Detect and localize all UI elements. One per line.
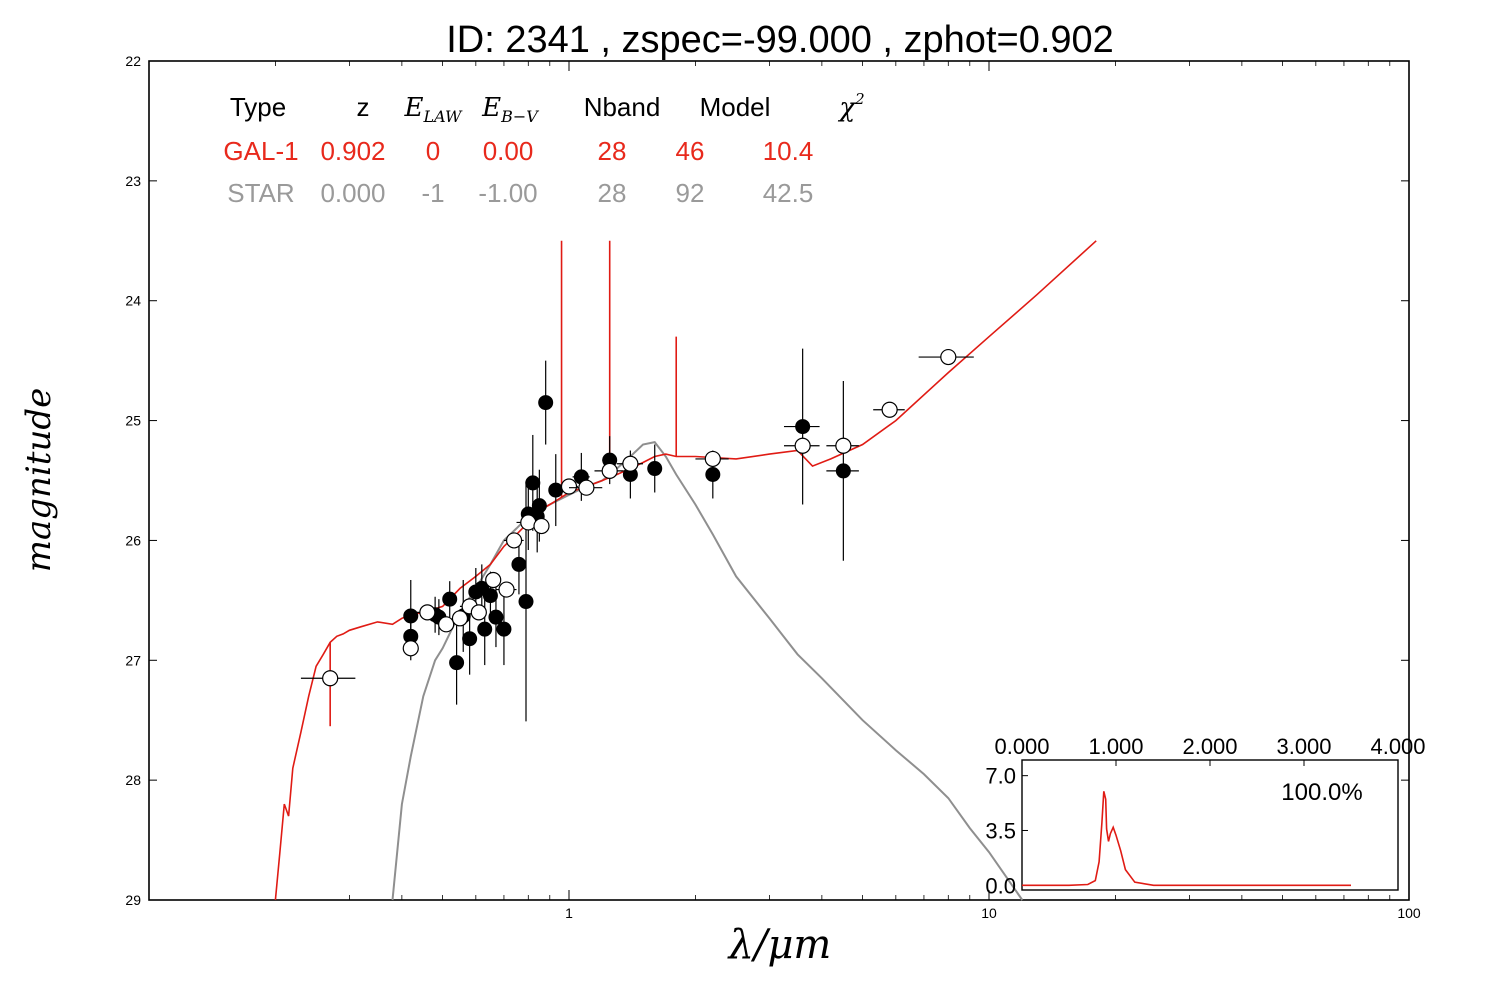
model-point — [470, 604, 487, 621]
table-cell: 42.5 — [763, 178, 814, 208]
model-point — [451, 610, 469, 627]
y-tick-label: 26 — [125, 532, 141, 548]
inset-x-tick-label: 4.000 — [1370, 734, 1425, 759]
observed-point — [538, 395, 554, 411]
table-cell: 28 — [598, 136, 627, 166]
model-point — [520, 514, 537, 531]
model-point — [601, 462, 618, 480]
table-cell: 28 — [598, 178, 627, 208]
inset-x-tick-label: 1.000 — [1088, 734, 1143, 759]
y-tick-label: 23 — [125, 173, 141, 189]
model-point — [533, 517, 550, 535]
model-point — [419, 604, 436, 621]
photometry-points — [300, 348, 974, 722]
observed-point — [482, 588, 498, 604]
x-tick-label: 1 — [565, 905, 573, 921]
model-point — [505, 532, 523, 549]
y-tick-label: 25 — [125, 413, 141, 429]
inset-x-tick-label: 0.000 — [994, 734, 1049, 759]
model-point — [438, 616, 455, 633]
table-header-cell: Type — [230, 92, 286, 122]
pdz-inset-background — [1021, 759, 1399, 891]
x-tick-label: 100 — [1397, 905, 1421, 921]
pdz-curve — [1022, 791, 1351, 887]
inset-y-tick-label: 3.5 — [985, 818, 1016, 843]
model-point — [704, 450, 721, 468]
fit-summary-table: Type z ELAW EB−V Nband Model χ2 GAL-1 0.902 0 0.00… — [223, 90, 864, 208]
observed-point — [795, 419, 811, 435]
main-ticks: 22 23 24 25 26 27 28 29 1 10 100 — [125, 53, 1420, 921]
y-axis-label: magnitude — [19, 388, 59, 573]
model-point — [881, 401, 898, 418]
observed-point — [531, 498, 547, 514]
observed-point — [462, 631, 478, 647]
observed-point — [477, 621, 493, 637]
y-tick-label: 28 — [125, 772, 141, 788]
galaxy-model-line — [274, 240, 1097, 901]
model-point — [794, 437, 811, 454]
table-cell: 10.4 — [763, 136, 814, 166]
table-cell: 46 — [676, 136, 705, 166]
observed-point — [647, 461, 663, 477]
model-point — [578, 479, 595, 496]
star-model-path — [391, 440, 1024, 901]
inset-x-tick-label: 3.000 — [1276, 734, 1331, 759]
observed-point — [488, 609, 504, 625]
chart-title: ID: 2341 , zspec=-99.000 , zphot=0.902 — [446, 19, 1114, 61]
x-axis-label: λ/μm — [727, 922, 832, 968]
model-point — [940, 348, 957, 366]
observed-point — [835, 463, 851, 479]
inset-y-tick-label: 0.0 — [985, 873, 1016, 898]
table-header-cell: Model — [700, 92, 771, 122]
table-cell: -1.00 — [478, 178, 537, 208]
observed-point — [442, 591, 458, 607]
table-header-cell: z — [357, 92, 370, 122]
model-point — [622, 455, 639, 472]
subscript: B−V — [500, 107, 539, 126]
observed-point — [496, 621, 512, 637]
model-point — [498, 581, 515, 598]
model-point — [485, 571, 502, 589]
model-point — [402, 640, 419, 657]
y-tick-label: 29 — [125, 892, 141, 908]
pdz-inset-ticks: 0.000 1.000 2.000 3.000 4.000 0.0 3.5 7.0 — [985, 734, 1425, 898]
pdz-path — [1022, 791, 1351, 887]
observed-point — [518, 594, 534, 610]
observed-point — [511, 556, 527, 572]
observed-point — [705, 467, 721, 483]
observed-point — [449, 655, 465, 671]
main-plot-frame — [148, 60, 1410, 901]
galaxy-model-path — [274, 240, 1097, 901]
table-header-cell: EB−V — [481, 93, 539, 126]
table-cell: GAL-1 — [223, 136, 298, 166]
subscript: LAW — [423, 107, 464, 126]
y-tick-label: 27 — [125, 652, 141, 668]
x-tick-label: 10 — [981, 905, 997, 921]
y-tick-label: 24 — [125, 293, 141, 309]
pdz-probability-label: 100.0% — [1281, 779, 1362, 806]
table-cell: 0.000 — [320, 178, 385, 208]
table-cell: 0.902 — [320, 136, 385, 166]
y-tick-label: 22 — [125, 53, 141, 69]
model-point — [560, 478, 578, 495]
table-cell: 0 — [426, 136, 440, 166]
inset-x-tick-label: 2.000 — [1182, 734, 1237, 759]
table-cell: 0.00 — [483, 136, 534, 166]
table-cell: -1 — [421, 178, 444, 208]
table-cell: 92 — [676, 178, 705, 208]
table-cell: STAR — [227, 178, 294, 208]
model-point — [322, 670, 339, 687]
table-header-cell: ELAW — [404, 93, 464, 126]
table-header-cell: Nband — [584, 92, 661, 122]
table-header-cell: χ2 — [837, 90, 864, 123]
star-model-line — [391, 440, 1024, 901]
observed-point — [548, 482, 564, 498]
model-point — [835, 437, 852, 454]
inset-y-tick-label: 7.0 — [985, 764, 1016, 789]
superscript: 2 — [854, 90, 865, 108]
